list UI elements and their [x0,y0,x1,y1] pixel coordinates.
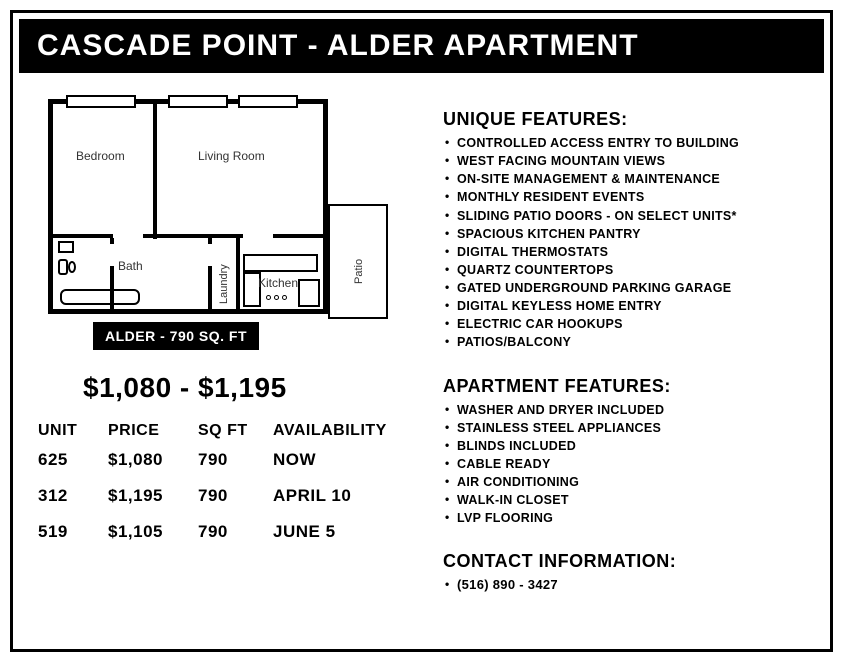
cell-unit: 625 [38,450,108,470]
content-area: Bedroom Living Room Bath Laundry Kitchen… [13,79,830,649]
list-item: (516) 890 - 3427 [443,576,810,595]
list-item: CONTROLLED ACCESS ENTRY TO BUILDING [443,134,810,152]
cell-price: $1,195 [108,486,198,506]
price-range: $1,080 - $1,195 [83,372,413,404]
floorplan-caption: ALDER - 790 SQ. FT [93,322,259,350]
list-item: AIR CONDITIONING [443,473,810,491]
room-label-laundry: Laundry [218,264,230,304]
cell-sqft: 790 [198,522,273,542]
cell-avail: NOW [273,450,413,470]
list-item: SLIDING PATIO DOORS - ON SELECT UNITS* [443,207,810,225]
cell-price: $1,105 [108,522,198,542]
cell-avail: JUNE 5 [273,522,413,542]
page-title: CASCADE POINT - ALDER APARTMENT [19,19,824,73]
list-item: SPACIOUS KITCHEN PANTRY [443,225,810,243]
list-item: QUARTZ COUNTERTOPS [443,261,810,279]
table-row: 519 $1,105 790 JUNE 5 [38,522,413,542]
col-header-sqft: SQ FT [198,422,273,440]
room-label-kitchen: Kitchen [258,276,298,290]
room-label-living: Living Room [198,149,265,163]
apartment-features-title: APARTMENT FEATURES: [443,376,810,397]
right-column: UNIQUE FEATURES: CONTROLLED ACCESS ENTRY… [443,99,810,619]
list-item: CABLE READY [443,455,810,473]
cell-price: $1,080 [108,450,198,470]
list-item: ON-SITE MANAGEMENT & MAINTENANCE [443,170,810,188]
list-item: WASHER AND DRYER INCLUDED [443,401,810,419]
contact-list: (516) 890 - 3427 [443,576,810,595]
apartment-features-list: WASHER AND DRYER INCLUDED STAINLESS STEE… [443,401,810,528]
list-item: DIGITAL THERMOSTATS [443,243,810,261]
floorplan-diagram: Bedroom Living Room Bath Laundry Kitchen… [48,99,393,314]
cell-unit: 519 [38,522,108,542]
room-label-bath: Bath [118,259,143,273]
table-header-row: UNIT PRICE SQ FT AVAILABILITY [38,422,413,440]
list-item: LVP FLOORING [443,509,810,527]
cell-sqft: 790 [198,486,273,506]
unique-features-title: UNIQUE FEATURES: [443,109,810,130]
room-label-patio: Patio [353,259,365,284]
unique-features-list: CONTROLLED ACCESS ENTRY TO BUILDING WEST… [443,134,810,352]
list-item: DIGITAL KEYLESS HOME ENTRY [443,297,810,315]
cell-sqft: 790 [198,450,273,470]
list-item: BLINDS INCLUDED [443,437,810,455]
list-item: PATIOS/BALCONY [443,333,810,351]
unit-table: UNIT PRICE SQ FT AVAILABILITY 625 $1,080… [38,422,413,542]
list-item: WEST FACING MOUNTAIN VIEWS [443,152,810,170]
list-item: ELECTRIC CAR HOOKUPS [443,315,810,333]
cell-unit: 312 [38,486,108,506]
contact-title: CONTACT INFORMATION: [443,551,810,572]
cell-avail: APRIL 10 [273,486,413,506]
left-column: Bedroom Living Room Bath Laundry Kitchen… [33,99,413,619]
col-header-unit: UNIT [38,422,108,440]
col-header-avail: AVAILABILITY [273,422,413,440]
list-item: MONTHLY RESIDENT EVENTS [443,188,810,206]
list-item: GATED UNDERGROUND PARKING GARAGE [443,279,810,297]
table-row: 312 $1,195 790 APRIL 10 [38,486,413,506]
list-item: WALK-IN CLOSET [443,491,810,509]
apartment-flyer: CASCADE POINT - ALDER APARTMENT [10,10,833,652]
col-header-price: PRICE [108,422,198,440]
room-label-bedroom: Bedroom [76,149,125,163]
list-item: STAINLESS STEEL APPLIANCES [443,419,810,437]
table-row: 625 $1,080 790 NOW [38,450,413,470]
